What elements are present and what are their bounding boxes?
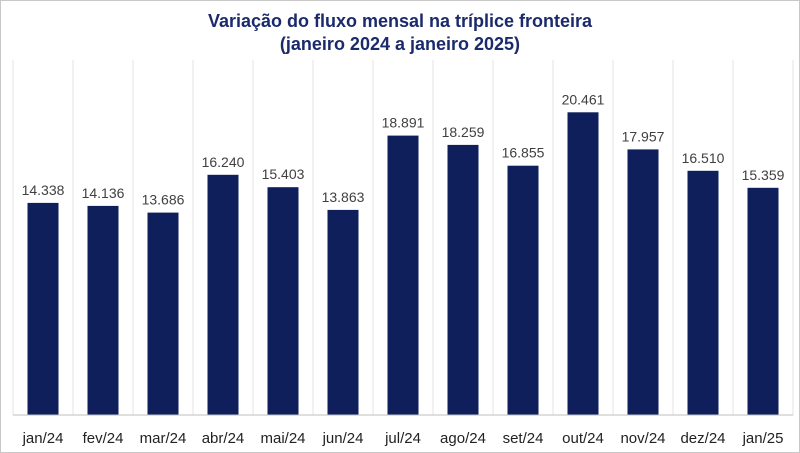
- category-label: fev/24: [83, 430, 124, 447]
- value-labels: 14.338 14.136 13.686 16.240 15.403 13.863 18.8…: [22, 91, 785, 207]
- bar-abr-24: [207, 174, 239, 415]
- category-label: jun/24: [322, 430, 364, 447]
- category-label: mar/24: [140, 430, 187, 447]
- category-label: ago/24: [440, 430, 486, 447]
- bar-ago-24: [447, 144, 479, 415]
- chart-subtitle: (janeiro 2024 a janeiro 2025): [279, 34, 521, 54]
- bar-mar-24: [147, 212, 179, 415]
- bar-nov-24: [627, 149, 659, 415]
- bar-jul-24: [387, 135, 419, 415]
- value-label: 13.686: [142, 192, 185, 208]
- category-label: jan/25: [742, 430, 784, 447]
- value-label: 15.359: [742, 167, 785, 183]
- category-label: jan/24: [22, 430, 64, 447]
- bar-fev-24: [87, 205, 119, 415]
- category-label: nov/24: [620, 430, 665, 447]
- value-label: 17.957: [622, 128, 665, 144]
- bars: [27, 112, 779, 416]
- value-label: 18.259: [442, 124, 485, 140]
- category-labels: jan/24 fev/24 mar/24 abr/24 mai/24 jun/24 jul/…: [22, 430, 784, 447]
- value-label: 18.891: [382, 115, 425, 131]
- grid-lines: [12, 60, 794, 415]
- chart-title: Variação do fluxo mensal na tríplice fro…: [207, 11, 593, 31]
- value-label: 13.863: [322, 189, 365, 205]
- value-label: 16.240: [202, 154, 245, 170]
- category-label: set/24: [503, 430, 544, 447]
- category-label: mai/24: [260, 430, 305, 447]
- bar-jun-24: [327, 209, 359, 415]
- value-label: 14.338: [22, 182, 65, 198]
- value-label: 16.855: [502, 145, 545, 161]
- category-label: jul/24: [384, 430, 421, 447]
- value-label: 20.461: [562, 91, 605, 107]
- bar-dez-24: [687, 170, 719, 415]
- bar-set-24: [507, 165, 539, 415]
- bar-out-24: [567, 112, 599, 416]
- bar-mai-24: [267, 187, 299, 415]
- bar-jan-24: [27, 202, 59, 415]
- category-label: out/24: [562, 430, 604, 447]
- category-label: dez/24: [680, 430, 725, 447]
- value-label: 15.403: [262, 166, 305, 182]
- value-label: 14.136: [82, 185, 125, 201]
- category-label: abr/24: [202, 430, 245, 447]
- bar-jan-25: [747, 187, 779, 415]
- value-label: 16.510: [682, 150, 725, 166]
